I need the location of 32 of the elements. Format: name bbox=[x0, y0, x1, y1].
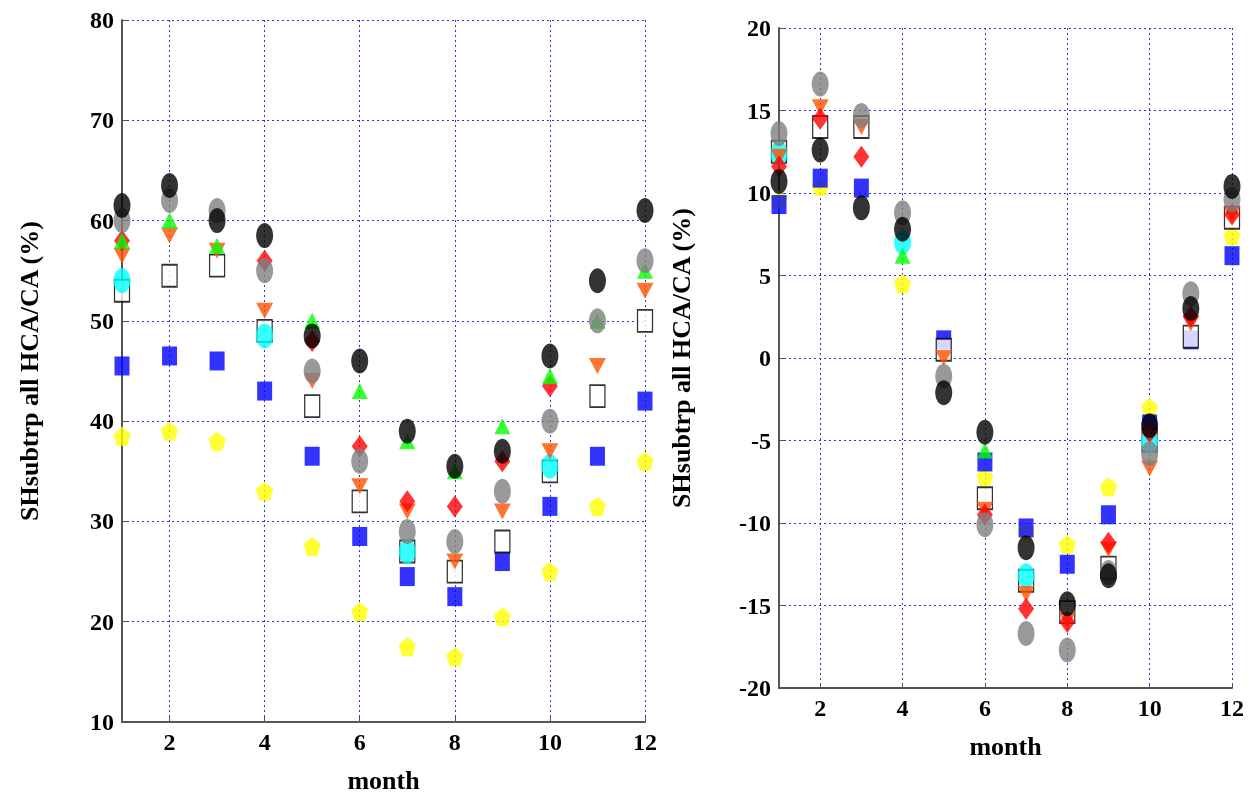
x-tick-label: 4 bbox=[258, 729, 271, 755]
x-axis-title: month bbox=[347, 765, 421, 795]
x-tick-label: 10 bbox=[537, 729, 562, 755]
y-tick-label: 5 bbox=[759, 262, 771, 289]
x-tick-label: 6 bbox=[353, 729, 366, 755]
x-tick-label: 4 bbox=[896, 695, 909, 721]
x-tick-label: 12 bbox=[1220, 695, 1244, 721]
y-tick-label: -10 bbox=[739, 510, 771, 536]
y-tick-label: 20 bbox=[747, 15, 771, 41]
x-tick-label: 2 bbox=[814, 695, 827, 721]
y-tick-label: 30 bbox=[90, 508, 114, 535]
y-axis-title: SHsubtrp all HCA/CA (%) bbox=[14, 221, 44, 521]
y-tick-label: 70 bbox=[90, 107, 114, 134]
y-axis-title: SHsubtrp all HCA/CA (%) bbox=[666, 208, 696, 508]
y-tick-label: 0 bbox=[759, 345, 771, 371]
y-tick-label: 20 bbox=[90, 608, 114, 635]
x-tick-label: 6 bbox=[978, 695, 991, 721]
y-tick-label: -5 bbox=[751, 427, 771, 454]
y-tick-label: -20 bbox=[739, 675, 771, 701]
x-tick-label: 8 bbox=[1061, 695, 1074, 721]
y-tick-label: 15 bbox=[747, 97, 771, 124]
y-tick-label: 50 bbox=[90, 307, 114, 334]
x-tick-label: 12 bbox=[633, 729, 657, 755]
x-tick-label: 2 bbox=[163, 729, 176, 755]
x-axis-title: month bbox=[969, 731, 1043, 761]
y-tick-label: 40 bbox=[90, 408, 114, 435]
y-tick-label: 10 bbox=[747, 180, 771, 206]
x-tick-label: 10 bbox=[1137, 695, 1162, 721]
x-tick-label: 8 bbox=[448, 729, 461, 755]
y-tick-label: -15 bbox=[739, 592, 771, 619]
y-tick-label: 80 bbox=[90, 7, 114, 33]
y-tick-label: 60 bbox=[90, 207, 114, 234]
